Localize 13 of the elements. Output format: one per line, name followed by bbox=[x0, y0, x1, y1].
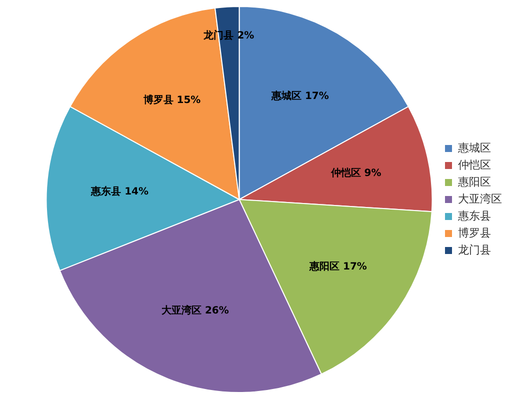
category-label: 仲恺区 9% bbox=[330, 168, 382, 179]
category-label: 惠城区 17% bbox=[271, 91, 329, 102]
category-label: 博罗县 15% bbox=[143, 95, 201, 106]
category-label: 惠东县 14% bbox=[91, 186, 149, 198]
category-label: 大亚湾区 26% bbox=[161, 305, 229, 316]
legend-label: 惠阳区 bbox=[457, 175, 491, 188]
legend-label: 龙门县 bbox=[458, 243, 491, 256]
legend-label: 惠城区 bbox=[457, 141, 491, 154]
category-label: 惠阳区 17% bbox=[310, 261, 367, 272]
legend-label: 仲恺区 bbox=[458, 158, 491, 172]
legend-label: 惠东县 bbox=[457, 209, 491, 222]
legend-label: 大亚湾区 bbox=[458, 192, 502, 206]
legend-label: 博罗县 bbox=[458, 226, 491, 240]
